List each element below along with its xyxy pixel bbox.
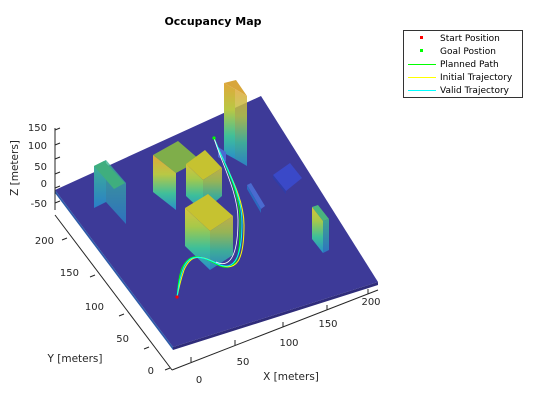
z-axis-label: Z [meters] [9,140,21,196]
chart-title: Occupancy Map [164,15,261,28]
obstacle-thin-slab [247,183,265,213]
legend-marker-start-position [420,36,423,39]
x-tick-label: 200 [361,297,380,308]
goal-position-marker [212,136,216,140]
valid-trajectory-line [176,137,243,298]
y-axis-label: Y [meters] [47,353,103,365]
legend-line-initial-trajectory [408,77,436,78]
obstacle-right-flat [273,163,302,194]
legend-line-planned-path [408,64,436,65]
obstacle-right-front [312,205,329,253]
z-tick-label: 100 [28,141,47,152]
obstacle-back-right-small [218,147,226,162]
obstacle-front-big [185,194,233,270]
z-tick-label: 50 [34,162,47,173]
legend-label: Start Position [440,34,500,44]
trajectories [176,137,245,298]
x-tick-labels: 0 50 100 150 200 [196,297,381,386]
y-tick-label: 100 [85,302,104,313]
legend-item-initial-trajectory: Initial Trajectory [404,72,522,84]
planned-path-line-2 [213,137,239,264]
axis-ticks [54,127,369,371]
z-tick-labels: 150 100 50 0 -50 [28,123,47,210]
legend-item-planned-path: Planned Path [404,59,522,71]
planned-path-line [176,137,241,298]
z-tick-label: 150 [28,123,47,134]
x-axis-label: X [meters] [263,371,319,383]
legend-label: Valid Trajectory [440,86,509,96]
legend-line-valid-trajectory [408,90,436,91]
y-tick-label: 200 [35,236,54,247]
x-tick-label: 0 [196,375,202,386]
ground-plane-side-left [55,190,173,350]
legend-item-start-position: Start Position [404,33,522,45]
z-tick-label: 0 [41,179,47,190]
x-tick-label: 150 [318,319,337,330]
ground-plane-side [173,282,378,350]
y-tick-labels: 0 50 100 150 200 [35,236,154,377]
legend-label: Planned Path [440,60,499,70]
start-position-marker [175,295,179,299]
legend-item-goal-position: Goal Postion [404,46,522,58]
y-tick-label: 50 [116,334,129,345]
legend-item-valid-trajectory: Valid Trajectory [404,85,522,97]
x-tick-label: 100 [279,338,298,349]
legend: Start Position Goal Postion Planned Path… [403,30,523,98]
legend-label: Initial Trajectory [440,73,513,83]
x-tick-label: 50 [237,357,250,368]
obstacle-left-small [94,160,126,224]
axis-lines [54,128,379,371]
z-tick-label: -50 [31,199,47,210]
legend-marker-goal-position [420,49,423,52]
obstacle-tall-back [224,80,247,166]
y-tick-label: 0 [148,366,154,377]
legend-label: Goal Postion [440,47,496,57]
y-tick-label: 150 [60,268,79,279]
